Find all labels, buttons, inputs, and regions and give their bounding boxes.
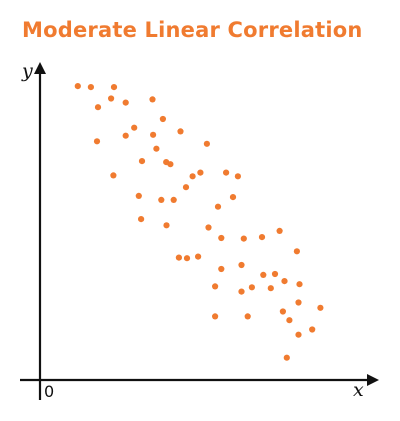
data-point [93,138,101,145]
data-point [309,326,316,333]
data-point [203,140,210,147]
data-point [276,227,283,234]
data-point [238,261,245,269]
data-point [244,313,251,320]
data-point [267,285,274,292]
data-point [296,281,303,288]
data-point [212,313,219,320]
data-point [122,132,129,139]
x-axis-label: x [353,379,364,401]
data-point [110,84,118,91]
data-point [74,83,81,90]
data-point [138,216,145,223]
data-point [218,234,225,242]
data-point [197,169,204,176]
data-point [205,224,212,231]
data-point [281,278,288,285]
data-point [295,331,302,338]
x-axis: x [20,374,379,401]
y-axis-label: y [21,60,33,82]
data-point [122,99,129,106]
x-axis-arrow [367,374,379,386]
data-point [158,196,165,203]
data-point [94,104,102,111]
data-point [110,172,117,179]
data-point [293,248,300,255]
data-point [170,196,177,203]
data-point [260,271,267,278]
data-point [195,253,202,260]
data-point [214,203,222,210]
data-point [159,115,166,123]
origin-label: 0 [44,382,54,401]
data-point [150,131,157,138]
data-point [286,317,293,324]
y-axis-arrow [34,62,46,74]
data-point [212,283,219,290]
data-point [240,235,247,242]
data-point [279,308,286,315]
y-axis: y [21,60,46,400]
data-point [182,184,190,191]
data-point [283,354,290,361]
data-point [135,192,142,199]
data-point [153,145,160,152]
data-point [138,158,146,165]
data-point [183,255,191,262]
data-point [131,124,138,131]
data-point [149,96,156,103]
data-point [258,234,266,241]
data-point [229,194,237,201]
data-point [87,84,94,91]
data-point [317,304,324,311]
data-points [74,83,324,361]
chart-title: Moderate Linear Correlation [22,18,363,42]
data-point [189,173,196,180]
data-point [175,254,182,261]
data-point [167,161,174,168]
data-point [238,288,245,295]
data-point [248,284,255,291]
data-point [218,265,225,273]
data-point [271,270,279,278]
data-point [108,95,115,102]
data-point [223,169,230,176]
data-point [234,173,241,180]
data-point [163,222,170,229]
data-point [177,128,184,135]
data-point [295,299,302,306]
